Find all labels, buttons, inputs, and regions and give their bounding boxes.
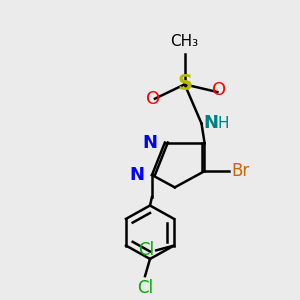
Text: Cl: Cl bbox=[138, 241, 154, 259]
Text: CH₃: CH₃ bbox=[171, 34, 199, 49]
Text: O: O bbox=[212, 81, 226, 99]
Text: Br: Br bbox=[231, 162, 250, 180]
Text: Cl: Cl bbox=[137, 279, 153, 297]
Text: O: O bbox=[146, 90, 160, 108]
Text: N: N bbox=[142, 134, 157, 152]
Text: N: N bbox=[203, 115, 218, 133]
Text: H: H bbox=[218, 116, 229, 131]
Text: S: S bbox=[177, 74, 192, 94]
Text: N: N bbox=[129, 166, 144, 184]
